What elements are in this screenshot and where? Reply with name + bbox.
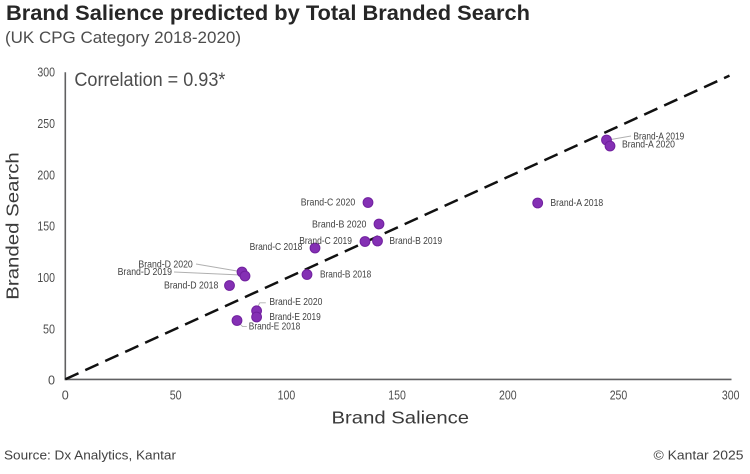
svg-text:Source: Dx Analytics, Kantar: Source: Dx Analytics, Kantar xyxy=(4,448,177,463)
svg-text:Brand-B 2020: Brand-B 2020 xyxy=(312,219,367,231)
svg-text:Brand Salience: Brand Salience xyxy=(332,408,470,428)
svg-text:(UK CPG Category 2018-2020): (UK CPG Category 2018-2020) xyxy=(5,29,241,47)
svg-text:50: 50 xyxy=(43,321,55,336)
svg-text:50: 50 xyxy=(170,387,182,402)
svg-text:300: 300 xyxy=(37,65,55,80)
svg-text:200: 200 xyxy=(37,167,55,182)
svg-text:150: 150 xyxy=(388,387,406,402)
svg-text:100: 100 xyxy=(278,387,296,402)
svg-text:Brand Salience predicted by To: Brand Salience predicted by Total Brande… xyxy=(6,2,530,25)
svg-text:Brand-A 2019: Brand-A 2019 xyxy=(634,131,685,143)
svg-text:Branded Search: Branded Search xyxy=(3,152,23,300)
svg-text:Brand-B 2019: Brand-B 2019 xyxy=(389,235,442,247)
svg-text:Correlation = 0.93*: Correlation = 0.93* xyxy=(74,70,226,91)
svg-text:Brand-B 2018: Brand-B 2018 xyxy=(320,269,371,281)
svg-text:Brand-C 2019: Brand-C 2019 xyxy=(299,235,352,247)
svg-text:0: 0 xyxy=(62,387,69,402)
svg-text:Brand-A 2018: Brand-A 2018 xyxy=(550,197,603,209)
svg-text:250: 250 xyxy=(37,116,55,131)
svg-text:200: 200 xyxy=(499,387,517,402)
svg-text:250: 250 xyxy=(610,387,628,402)
svg-text:300: 300 xyxy=(722,387,740,402)
svg-text:Brand-E 2020: Brand-E 2020 xyxy=(269,296,322,308)
svg-text:Brand-A 2020: Brand-A 2020 xyxy=(622,139,675,151)
svg-text:Brand-D 2020: Brand-D 2020 xyxy=(138,259,193,271)
svg-text:100: 100 xyxy=(37,270,55,285)
svg-text:0: 0 xyxy=(48,373,55,388)
svg-text:© Kantar 2025: © Kantar 2025 xyxy=(654,448,744,463)
svg-text:Brand-E 2018: Brand-E 2018 xyxy=(249,321,301,333)
svg-text:150: 150 xyxy=(37,219,55,234)
svg-text:Brand-C 2020: Brand-C 2020 xyxy=(301,197,356,209)
svg-text:Brand-C 2018: Brand-C 2018 xyxy=(250,241,303,253)
svg-text:Brand-E 2019: Brand-E 2019 xyxy=(269,311,321,323)
svg-text:Brand-D 2018: Brand-D 2018 xyxy=(164,280,219,292)
svg-text:Brand-D 2019: Brand-D 2019 xyxy=(118,266,173,278)
